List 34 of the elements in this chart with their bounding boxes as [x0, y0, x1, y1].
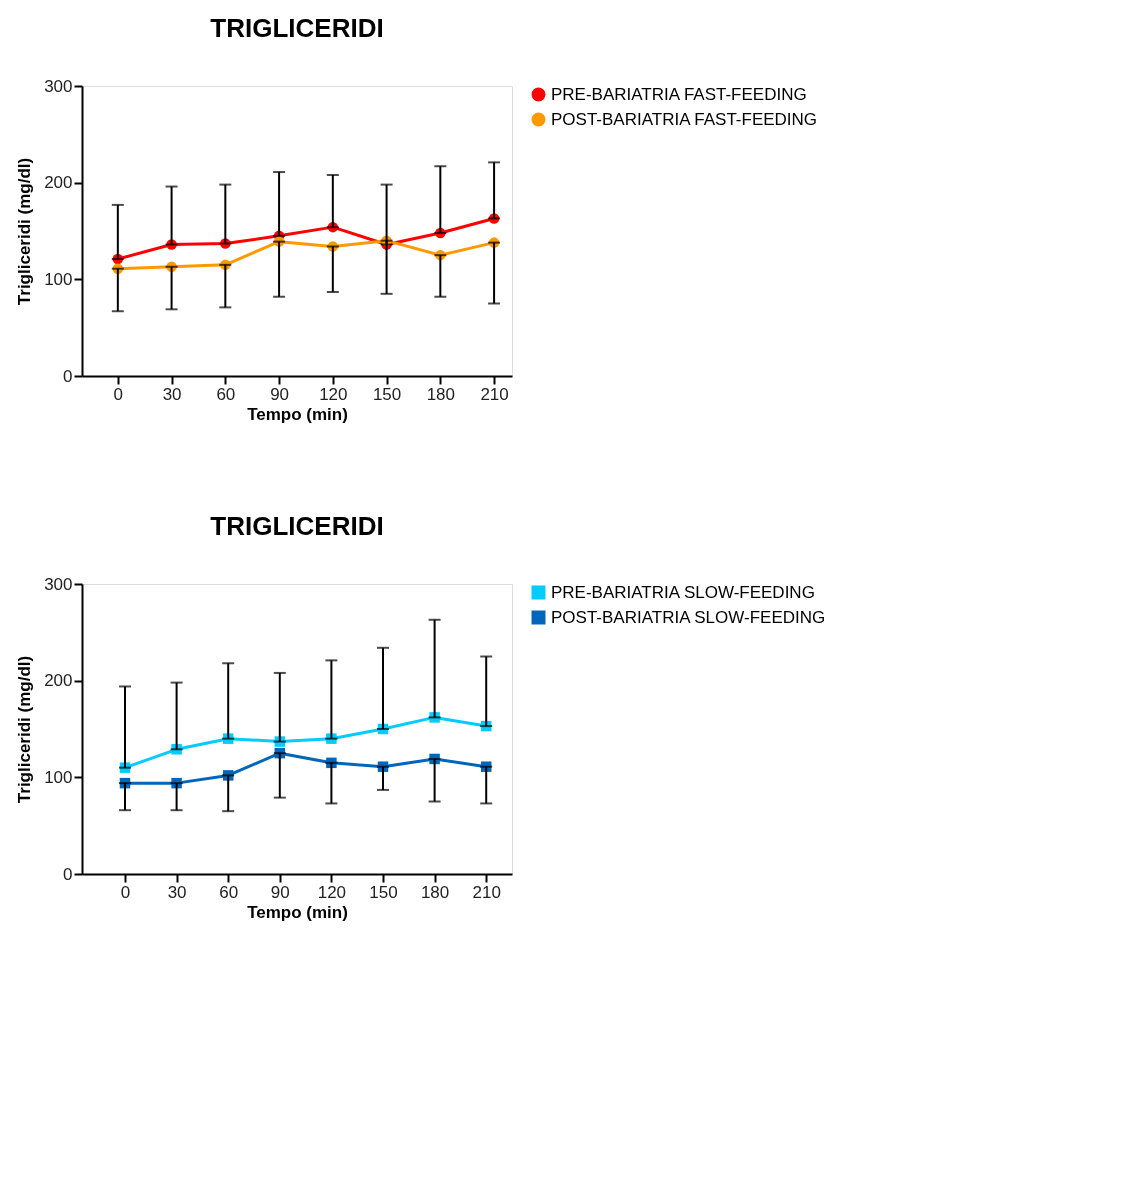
x-tick-label: 30	[167, 882, 187, 902]
x-tick-label: 210	[480, 384, 509, 404]
legend-label: POST-BARIATRIA FAST-FEEDING	[551, 109, 818, 129]
y-tick-label: 200	[44, 671, 73, 691]
x-tick-label: 60	[219, 882, 239, 902]
legend-label: POST-BARIATRIA SLOW-FEEDING	[551, 607, 826, 627]
y-tick-label: 100	[44, 269, 73, 289]
x-tick-label: 0	[120, 882, 131, 902]
legend-label: PRE-BARIATRIA FAST-FEEDING	[551, 84, 807, 104]
y-tick-label: 300	[44, 76, 73, 96]
y-axis-title: Trigliceridi (mg/dl)	[15, 655, 35, 804]
y-tick-label: 200	[44, 173, 73, 193]
y-axis-title: Trigliceridi (mg/dl)	[15, 157, 35, 306]
x-axis-title: Tempo (min)	[247, 902, 348, 922]
x-tick-label: 180	[426, 384, 456, 404]
chart-title: TRIGLICERIDI	[210, 511, 384, 541]
x-axis-title: Tempo (min)	[247, 404, 348, 424]
x-tick-label: 120	[319, 384, 348, 404]
chart-title: TRIGLICERIDI	[210, 13, 384, 43]
x-tick-label: 90	[270, 882, 290, 902]
y-tick-label: 0	[63, 366, 73, 386]
x-tick-label: 120	[317, 882, 347, 902]
x-tick-label: 60	[216, 384, 236, 404]
x-tick-label: 90	[270, 384, 290, 404]
legend-label: PRE-BARIATRIA SLOW-FEEDING	[551, 582, 815, 602]
x-tick-label: 150	[369, 882, 398, 902]
x-tick-label: 180	[420, 882, 450, 902]
y-tick-label: 300	[44, 574, 73, 594]
y-tick-label: 100	[44, 767, 73, 787]
x-tick-label: 0	[113, 384, 124, 404]
x-tick-label: 150	[372, 384, 402, 404]
y-tick-label: 0	[63, 864, 73, 884]
x-tick-label: 210	[472, 882, 501, 902]
x-tick-label: 30	[162, 384, 182, 404]
